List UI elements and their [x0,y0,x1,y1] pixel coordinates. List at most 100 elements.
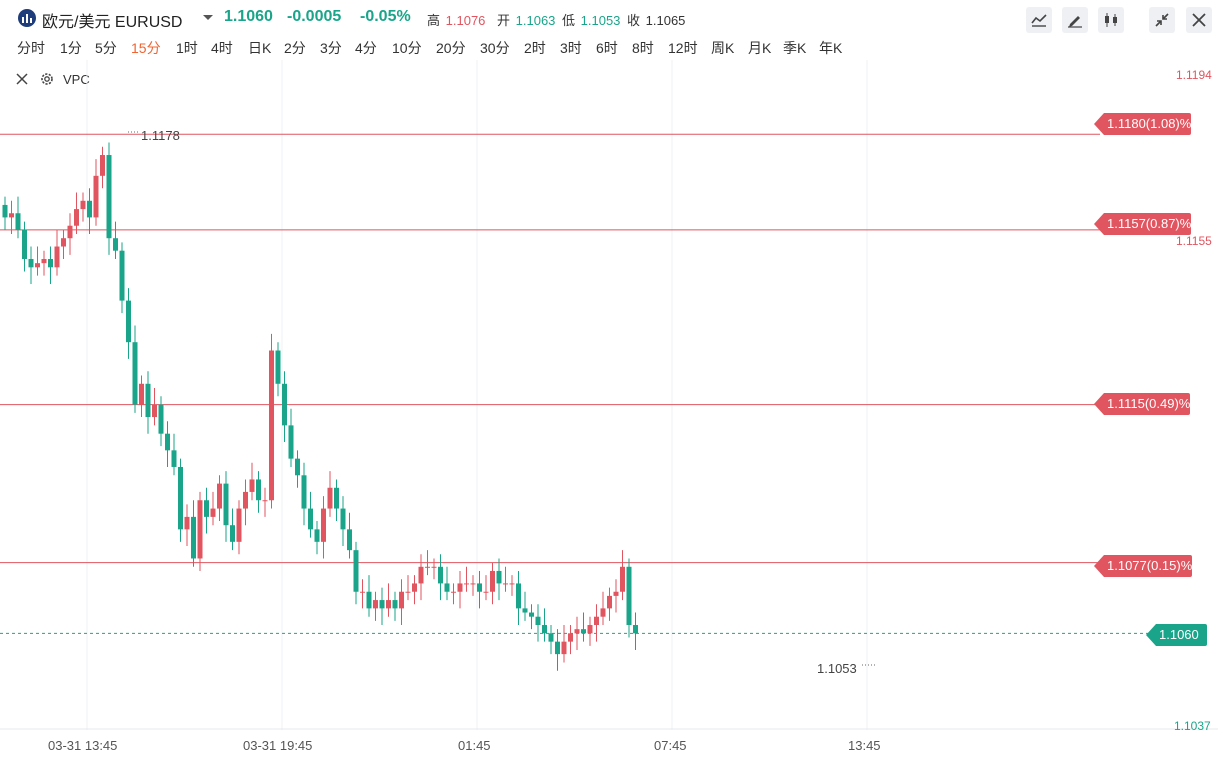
period-tab[interactable]: 周K [711,40,735,56]
candle-body [438,566,443,584]
last-price: 1.1060 [224,8,273,25]
period-tab[interactable]: 10分 [392,40,422,56]
candle-body [444,583,450,592]
candle-body [223,483,229,526]
candle-body [405,591,411,593]
candle-body [197,500,203,559]
candle-body [178,466,183,530]
candle-body [516,583,521,609]
x-axis-label: 03-31 19:45 [243,738,313,753]
candle-body [236,508,242,542]
candle-body [269,350,274,501]
candle-body [48,259,53,268]
period-tab[interactable]: 5分 [95,40,117,56]
candlestick-chart[interactable] [0,60,1218,730]
candle-body [587,625,593,634]
candle-body [490,570,495,592]
period-tab[interactable]: 30分 [480,40,510,56]
gear-icon[interactable] [39,71,55,87]
candlestick-icon [1105,13,1117,27]
candle-body [581,629,586,634]
candle-body [555,641,560,655]
candle-body [165,433,170,451]
chart-logo-icon [18,9,36,27]
candle-body [360,591,365,593]
candle-body [633,625,638,634]
indicator-name: VPC [63,72,90,87]
candle-body [509,583,515,585]
price-change-percent: -0.05% [360,8,411,25]
close-stat: 收 1.1065 [627,13,686,28]
candle-body [126,300,131,343]
period-tab[interactable]: 月K [748,40,772,56]
candle-body [314,529,320,542]
period-tab[interactable]: 1时 [176,40,198,56]
period-tab[interactable]: 季K [783,40,807,56]
period-tab[interactable]: 3时 [560,40,582,56]
period-tab[interactable]: 分时 [17,40,45,56]
candle-body [431,566,437,568]
period-tab[interactable]: 20分 [436,40,466,56]
chart-type-button[interactable] [1098,7,1124,33]
candle-body [2,204,8,218]
candle-body [9,213,14,218]
candle-body [262,500,268,502]
candle-body [347,529,352,551]
candle-body [256,479,261,501]
candle-body [243,491,248,509]
period-tab[interactable]: 日K [248,40,272,56]
candle-body [87,200,92,218]
y-axis-bottom-label: 1.1037 [1174,719,1211,733]
close-icon[interactable] [16,73,28,85]
candle-body [28,259,34,268]
period-tab[interactable]: 4时 [211,40,233,56]
period-tab[interactable]: 8时 [632,40,654,56]
low-marker: 1.1053 [817,661,857,676]
candle-body [373,600,378,609]
candle-body [100,155,105,176]
period-tab[interactable]: 4分 [355,40,377,56]
candle-body [275,350,281,384]
candle-body [158,404,164,434]
open-stat: 开 1.1063 [497,13,556,28]
candle-body [620,566,625,592]
quote-header: 欧元/美元 EURUSD 1.1060 -0.0005 -0.05% 高 1.1… [0,0,1218,36]
candle-body [74,209,79,226]
period-tab[interactable]: 6时 [596,40,618,56]
candle-body [399,591,404,609]
high-stat: 高 1.1076 [427,13,486,28]
shrink-button[interactable] [1149,7,1175,33]
candle-body [457,583,463,592]
symbol-title[interactable]: 欧元/美元 EURUSD [42,14,183,31]
period-tab[interactable]: 年K [819,40,843,56]
symbol-dropdown-icon[interactable] [203,15,213,20]
candle-body [308,508,313,530]
candle-body [282,383,287,426]
candle-body [496,570,502,584]
candle-body [327,487,333,509]
period-tab[interactable]: 2分 [284,40,306,56]
candle-body [535,616,541,626]
candle-body [386,600,391,609]
candle-body [392,600,398,609]
period-tab[interactable]: 2时 [524,40,546,56]
period-tab[interactable]: 15分 [131,40,161,56]
candle-body [613,591,619,596]
line-chart-button[interactable] [1026,7,1052,33]
candle-body [379,600,385,609]
close-button[interactable] [1186,7,1212,33]
period-tab[interactable]: 3分 [320,40,342,56]
candle-body [451,591,456,593]
candle-body [15,213,21,230]
candle-body [340,508,346,530]
candle-body [464,583,469,585]
candle-body [132,342,138,405]
draw-tool-button[interactable] [1062,7,1088,33]
candle-body [366,591,372,609]
period-tab[interactable]: 12时 [668,40,698,56]
candle-body [249,479,255,492]
candle-body [483,591,489,593]
candle-body [425,566,430,568]
period-tab[interactable]: 1分 [60,40,82,56]
candle-body [93,175,99,218]
